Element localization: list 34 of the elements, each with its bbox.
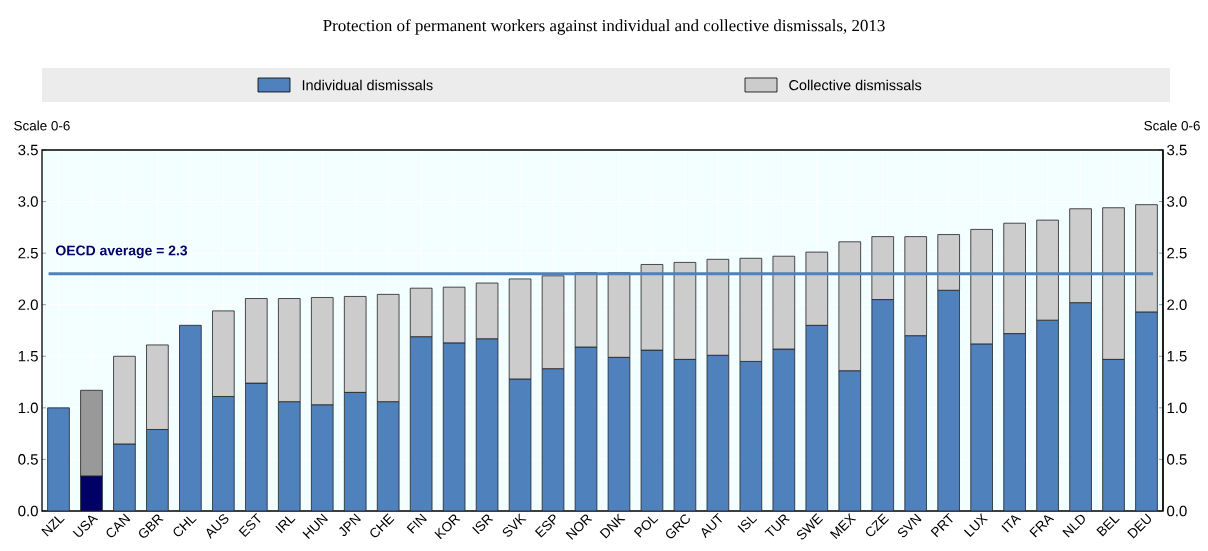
ref-line-label: OECD average = 2.3: [56, 245, 188, 259]
y-tick-label: 2.0: [18, 299, 38, 310]
x-tick-label: USA: [72, 515, 99, 537]
x-tick-label: IRL: [275, 516, 296, 534]
y2-tick-label: 0.5: [1167, 454, 1187, 465]
y-axis-title: Scale 0-6: [14, 120, 70, 131]
y-tick-label: 3.0: [18, 196, 38, 207]
y-tick-label: 3.5: [18, 144, 38, 156]
legend-label: Individual dismissals: [302, 79, 433, 91]
x-tick-label: ITA: [1001, 515, 1022, 533]
y-tick-label: 0.0: [18, 505, 38, 517]
chart-title: Protection of permanent workers against individual and collective dismissals, 2013: [323, 19, 885, 35]
bar: [47, 407, 70, 511]
y2-tick-label: 1.0: [1167, 402, 1187, 414]
legend-label: Collective dismissals: [789, 79, 922, 91]
x-tick-label: NZL: [41, 516, 65, 537]
y-tick-label: 2.5: [18, 247, 38, 259]
y-tick-label: 0.5: [18, 454, 38, 465]
y2-tick-label: 1.5: [1167, 351, 1187, 362]
y2-tick-label: 2.5: [1167, 247, 1187, 259]
x-tick-label: ISL: [737, 516, 758, 533]
y-tick-label: 1.0: [18, 402, 38, 414]
y2-axis-title: Scale 0-6: [1144, 120, 1200, 131]
x-tick-label: ISR: [472, 514, 494, 535]
y2-tick-label: 0.0: [1167, 505, 1187, 517]
x-tick-label: POL: [633, 516, 659, 538]
x-tick-label: FIN: [406, 513, 427, 534]
y2-tick-label: 3.0: [1167, 196, 1187, 207]
y-tick-label: 1.5: [18, 351, 38, 362]
y2-tick-label: 3.5: [1167, 144, 1187, 156]
x-tick-label: BEL: [1096, 516, 1120, 537]
x-tick-label: TUR: [764, 514, 790, 537]
y2-tick-label: 2.0: [1167, 299, 1187, 310]
x-tick-label: CHL: [173, 516, 197, 537]
